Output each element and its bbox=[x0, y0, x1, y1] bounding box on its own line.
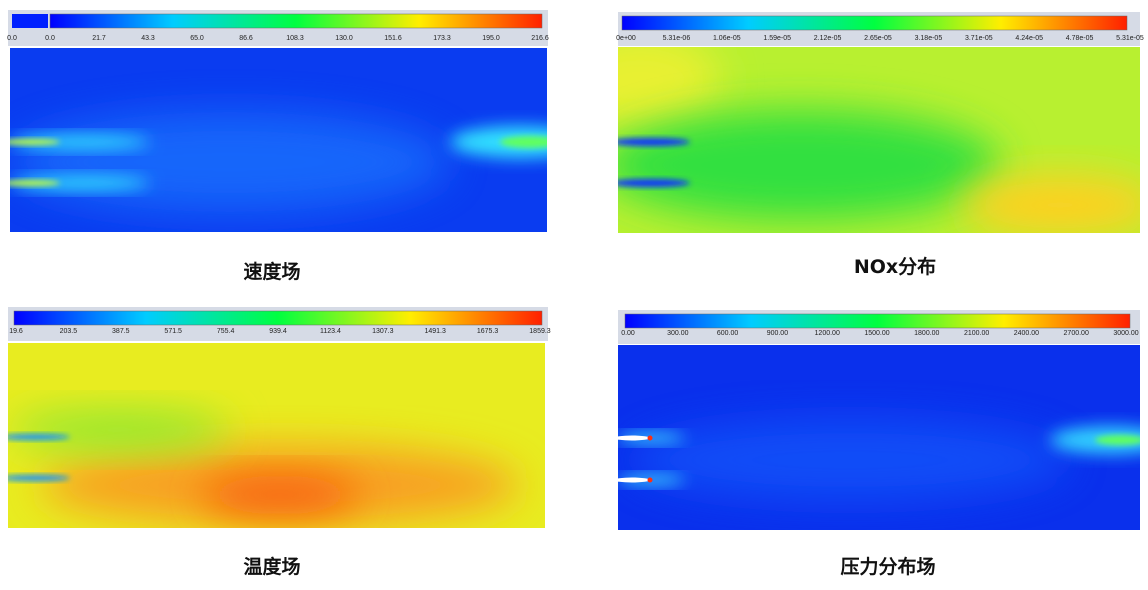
colorbar-label: 203.5 bbox=[60, 328, 78, 335]
colorbar-label: 939.4 bbox=[269, 328, 287, 335]
colorbar-label: 0.0 bbox=[7, 35, 17, 42]
colorbar-label: 108.3 bbox=[286, 35, 304, 42]
colorbar-label: 1675.3 bbox=[477, 328, 499, 335]
nox-contour bbox=[618, 47, 1140, 233]
colorbar-label: 19.6 bbox=[9, 328, 23, 335]
colorbar-label: 5.31e-05 bbox=[1116, 35, 1144, 42]
colorbar-label: 21.7 bbox=[92, 35, 106, 42]
caption: 速度场 bbox=[243, 260, 300, 283]
colorbar-label: 195.0 bbox=[482, 35, 500, 42]
colorbar-label: 43.3 bbox=[141, 35, 155, 42]
velocity-contour bbox=[10, 48, 547, 232]
colorbar-label: 3.18e-05 bbox=[915, 35, 943, 42]
colorbar-label: 1800.00 bbox=[914, 330, 939, 337]
colorbar-label: 300.00 bbox=[667, 330, 689, 337]
colorbar-label: 1200.00 bbox=[815, 330, 840, 337]
colorbar-label: 3000.00 bbox=[1113, 330, 1138, 337]
colorbar-label: 216.6 bbox=[531, 35, 549, 42]
colorbar-label: 2700.00 bbox=[1064, 330, 1089, 337]
colorbar-label: 2.12e-05 bbox=[814, 35, 842, 42]
colorbar-label: 3.71e-05 bbox=[965, 35, 993, 42]
colorbar-label: 0.0 bbox=[45, 35, 55, 42]
colorbar-label: 1123.4 bbox=[320, 328, 341, 335]
colorbar-label: 0e+00 bbox=[616, 35, 636, 42]
colorbar-swatch bbox=[12, 14, 48, 28]
caption: 压力分布场 bbox=[840, 555, 935, 578]
colorbar-label: 1491.3 bbox=[424, 328, 446, 335]
colorbar-label: 1.06e-05 bbox=[713, 35, 741, 42]
colorbar-label: 86.6 bbox=[239, 35, 253, 42]
colorbar-label: 1307.3 bbox=[372, 328, 394, 335]
colorbar-label: 0.00 bbox=[621, 330, 635, 337]
colorbar-label: 2.65e-05 bbox=[864, 35, 892, 42]
temperature-contour bbox=[8, 343, 545, 528]
colorbar-label: 130.0 bbox=[335, 35, 353, 42]
colorbar bbox=[624, 313, 1131, 329]
colorbar-label: 2400.00 bbox=[1014, 330, 1039, 337]
colorbar bbox=[13, 310, 543, 326]
colorbar-label: 900.00 bbox=[767, 330, 789, 337]
colorbar-label: 173.3 bbox=[433, 35, 451, 42]
colorbar bbox=[621, 15, 1128, 31]
pressure-contour bbox=[618, 345, 1140, 530]
colorbar bbox=[49, 13, 543, 29]
colorbar-label: 5.31e-06 bbox=[663, 35, 691, 42]
colorbar-label: 4.78e-05 bbox=[1066, 35, 1094, 42]
colorbar-label: 151.6 bbox=[384, 35, 402, 42]
caption: NOx分布 bbox=[854, 255, 936, 278]
caption: 温度场 bbox=[243, 555, 300, 578]
colorbar-label: 1500.00 bbox=[864, 330, 889, 337]
colorbar-label: 1859.3 bbox=[529, 328, 551, 335]
colorbar-label: 2100.00 bbox=[964, 330, 989, 337]
colorbar-label: 755.4 bbox=[217, 328, 235, 335]
colorbar-label: 4.24e-05 bbox=[1015, 35, 1043, 42]
colorbar-label: 571.5 bbox=[164, 328, 182, 335]
colorbar-label: 387.5 bbox=[112, 328, 130, 335]
colorbar-label: 600.00 bbox=[717, 330, 739, 337]
colorbar-label: 65.0 bbox=[190, 35, 204, 42]
colorbar-label: 1.59e-05 bbox=[763, 35, 791, 42]
